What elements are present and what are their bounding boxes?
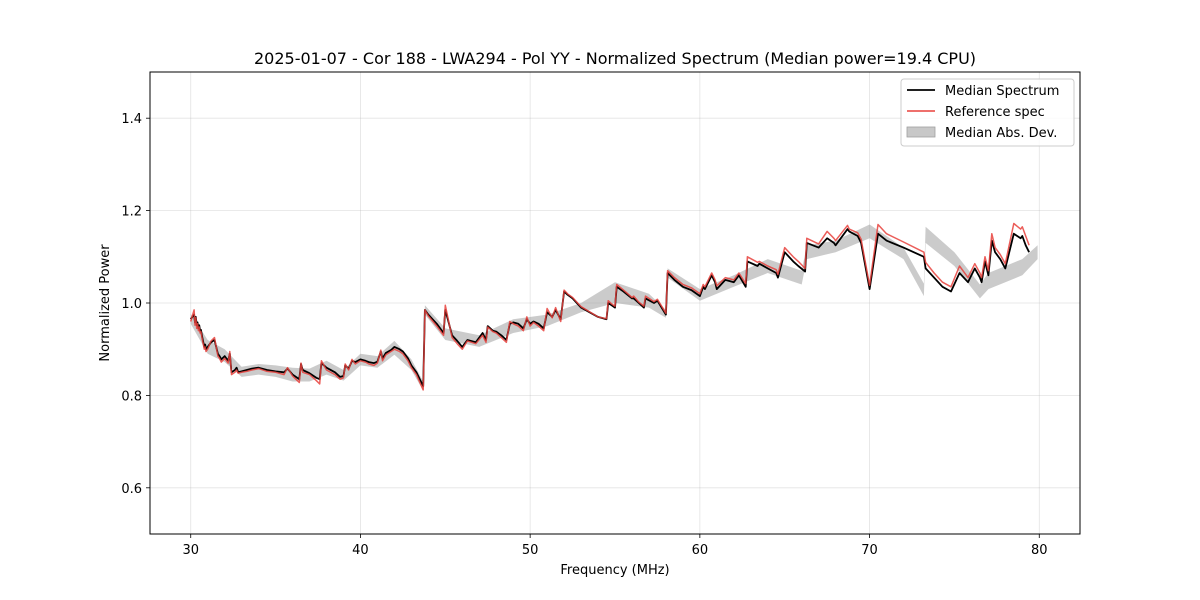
x-tick-label: 30 <box>182 543 199 558</box>
legend-median-label: Median Spectrum <box>945 84 1059 99</box>
x-tick-label: 80 <box>1031 543 1048 558</box>
chart-title: 2025-01-07 - Cor 188 - LWA294 - Pol YY -… <box>254 49 976 68</box>
y-axis-label: Normalized Power <box>98 244 113 362</box>
y-tick-label: 1.0 <box>121 297 142 312</box>
legend-reference-label: Reference spec <box>945 105 1045 120</box>
y-axis-ticks: 0.6 0.8 1.0 1.2 1.4 <box>121 112 150 497</box>
legend-mad-label: Median Abs. Dev. <box>945 126 1057 141</box>
x-tick-label: 50 <box>522 543 539 558</box>
x-axis-label: Frequency (MHz) <box>560 563 669 578</box>
y-tick-label: 0.8 <box>121 389 142 404</box>
x-tick-label: 70 <box>861 543 878 558</box>
y-tick-label: 1.4 <box>121 112 142 127</box>
y-tick-label: 0.6 <box>121 482 142 497</box>
legend: Median Spectrum Reference spec Median Ab… <box>900 78 1075 147</box>
reference-spec-line <box>189 222 1030 391</box>
y-tick-label: 1.2 <box>121 205 142 220</box>
series-lines <box>189 222 1030 391</box>
x-tick-label: 40 <box>352 543 369 558</box>
legend-box <box>900 78 1075 147</box>
x-tick-label: 60 <box>692 543 709 558</box>
mad-band <box>190 224 1038 391</box>
legend-mad-patch <box>906 126 936 138</box>
x-axis-ticks: 30 40 50 60 70 80 <box>182 534 1048 558</box>
mad-band-group <box>190 224 1038 391</box>
